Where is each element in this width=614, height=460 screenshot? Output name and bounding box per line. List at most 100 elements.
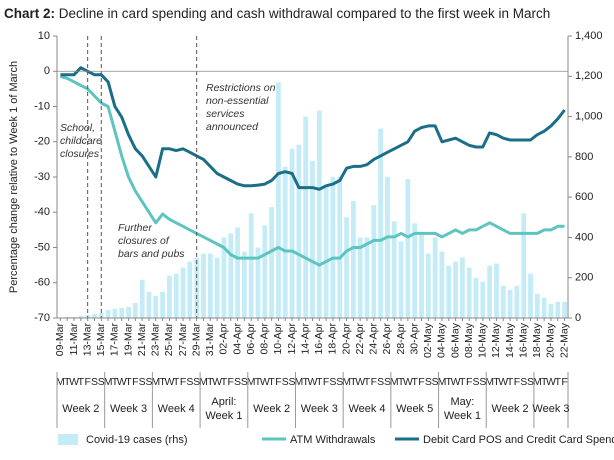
x-tick-label: 20-Apr [340,322,352,354]
week-label: Week 1 [444,410,481,422]
case-bar [535,294,540,318]
case-bar [331,177,336,318]
case-bar [385,177,390,318]
case-bar [371,205,376,318]
weekday-label: F [180,376,186,388]
case-bar [542,298,547,318]
legend-label: ATM Withdrawals [290,434,376,446]
y2-tick-label: 800 [575,151,593,163]
case-bar [269,207,274,318]
x-tick-label: 30-Apr [408,322,420,354]
case-bar [194,258,199,318]
annotation: bars and pubs [118,248,185,260]
x-tick-label: 14-May [504,322,516,358]
y-tick-label: 0 [44,65,50,77]
case-bar [113,309,118,318]
y2-tick-label: 1,400 [575,30,603,42]
case-bar [337,177,342,318]
week-label: Week 3 [301,403,338,415]
annotation: announced [206,121,259,133]
x-tick-label: 10-Apr [272,322,284,354]
x-tick-label: 14-Apr [299,322,311,354]
x-tick-label: 16-Apr [313,322,325,354]
case-bar [187,262,192,318]
x-tick-label: 18-May [531,322,543,358]
weekday-label: F [228,376,234,388]
case-bar [119,308,124,318]
week-label: Week 1 [205,410,242,422]
x-tick-label: 21-Mar [136,323,148,357]
case-bar [242,252,247,318]
case-bar [549,304,554,318]
case-bar [344,217,349,318]
y-tick-label: -20 [34,136,50,148]
y2-tick-label: 1,200 [575,70,603,82]
case-bar [453,262,458,318]
case-bar [487,266,492,318]
case-bar [181,268,186,318]
weekday-label: F [323,376,329,388]
case-bar [215,258,220,318]
week-label: April: [211,396,236,408]
x-tick-label: 27-Mar [177,323,189,357]
case-bar [208,254,213,318]
x-tick-label: 09-Mar [54,323,66,357]
week-label: Week 3 [532,403,569,415]
case-bar [501,286,506,318]
week-label: Week 4 [348,403,385,415]
week-label: Week 3 [110,403,147,415]
case-bar [480,282,485,318]
case-bar [174,274,179,318]
week-label: Week 4 [158,403,195,415]
y2-tick-label: 1,000 [575,110,603,122]
case-bar [528,274,533,318]
case-bar [406,179,411,318]
x-tick-label: 16-May [517,322,529,358]
y-tick-label: 10 [38,30,50,42]
case-bar [296,145,301,318]
case-bar [433,237,438,318]
case-bar [228,233,233,318]
x-tick-label: 22-Apr [354,322,366,354]
annotation: School, [60,122,95,134]
case-bar [303,117,308,318]
annotation: closures [60,148,100,160]
y2-tick-label: 600 [575,191,593,203]
x-tick-label: 04-May [436,322,448,358]
case-bar [474,278,479,318]
case-bar [160,292,165,318]
case-bar [412,223,417,318]
x-tick-label: 08-May [463,322,475,358]
case-bar [358,237,363,318]
case-bar [555,302,560,318]
x-tick-label: 19-Mar [122,323,134,357]
case-bar [419,233,424,318]
weekday-label: F [418,376,424,388]
case-bar [562,302,567,318]
case-bar [249,213,254,318]
x-tick-label: 12-May [490,322,502,358]
x-tick-label: 29-Mar [190,323,202,357]
case-bar [317,111,322,318]
case-bar [133,303,138,318]
x-tick-label: 28-Apr [395,322,407,354]
y-tick-label: -60 [34,277,50,289]
x-tick-label: 31-Mar [204,323,216,357]
week-label: Week 5 [396,403,433,415]
title-text: Decline in card spending and cash withdr… [59,6,551,21]
case-bar [106,310,111,318]
case-bar [467,268,472,318]
x-tick-label: 18-Apr [327,322,339,354]
title-prefix: Chart 2: [4,6,55,21]
case-bar [399,241,404,318]
x-tick-label: 23-Mar [150,323,162,357]
x-tick-label: 02-Apr [218,322,230,354]
weekday-label: F [561,376,567,388]
chart-title: Chart 2: Decline in card spending and ca… [4,6,550,21]
legend-label: Covid-19 cases (rhs) [86,434,187,446]
y-tick-label: -40 [34,206,50,218]
annotation: closures of [118,235,170,247]
legend-swatch [58,434,78,445]
case-bar [365,237,370,318]
case-bar [515,286,520,318]
